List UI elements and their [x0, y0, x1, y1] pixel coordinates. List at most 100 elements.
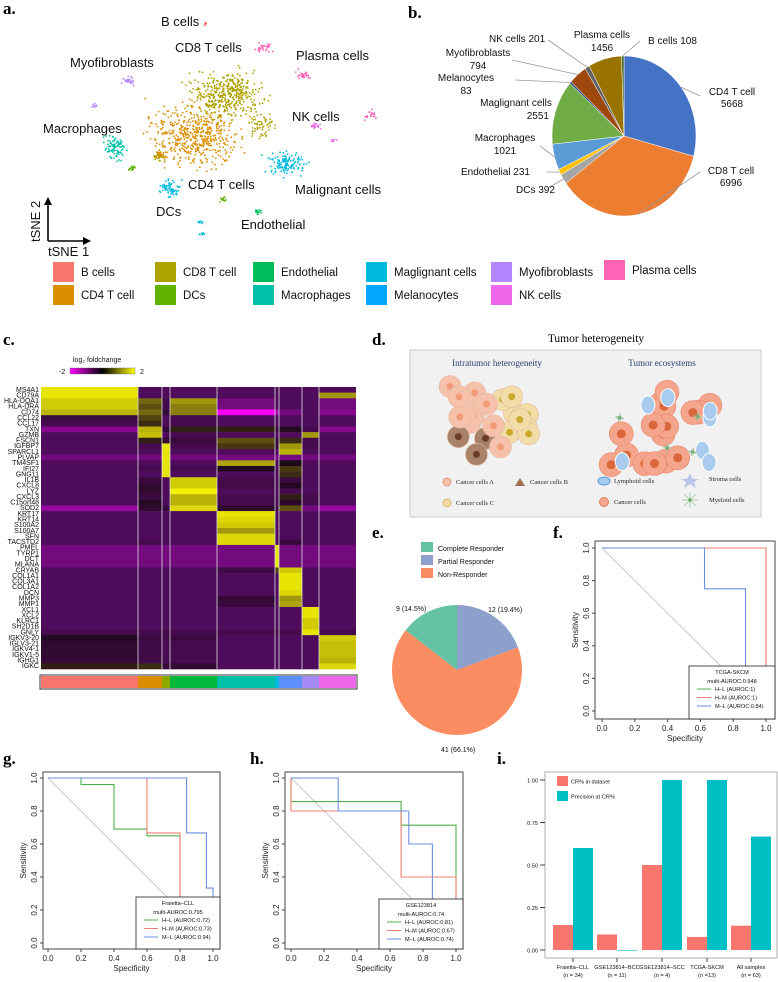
tsne-axes: tSNE 2 tSNE 1: [28, 197, 91, 259]
heatmap-cell: [319, 584, 356, 591]
tsne-point: [226, 159, 228, 162]
tsne-point: [238, 66, 241, 69]
gene-label: CXCL3: [16, 494, 39, 501]
legend-label: NK cells: [519, 290, 561, 302]
tsne-point: [220, 128, 223, 131]
tsne-point: [158, 149, 161, 152]
tsne-point: [198, 143, 201, 146]
roc-curve: [290, 778, 457, 943]
tsne-point: [223, 124, 225, 127]
tsne-point: [206, 148, 209, 151]
heatmap-cell: [302, 567, 319, 574]
tsne-point: [189, 90, 191, 93]
tsne-point: [222, 96, 224, 98]
tsne-point: [252, 91, 254, 93]
tsne-point: [206, 110, 208, 113]
tsne-point: [164, 146, 167, 149]
tsne-point: [154, 158, 157, 161]
tsne-point: [167, 190, 169, 192]
tsne-point: [214, 103, 217, 105]
tsne-point: [195, 149, 198, 152]
tsne-point: [230, 106, 233, 109]
heatmap-cell: [217, 657, 275, 664]
heatmap-cell: [302, 471, 319, 478]
heatmap-cell: [302, 646, 319, 653]
heatmap-cell: [41, 561, 138, 568]
heatmap-cell: [41, 398, 138, 405]
tsne-point: [153, 154, 156, 157]
tsne-point: [213, 85, 216, 88]
tsne-point: [112, 145, 115, 148]
heatmap-cell: [138, 606, 162, 613]
tsne-point: [163, 132, 166, 134]
myeloid-cell: [615, 413, 624, 422]
cancer-cell-a-nucleus: [471, 389, 479, 397]
tsne-point: [175, 123, 178, 126]
cluster-annotation: [275, 676, 279, 688]
tsne-point: [197, 119, 200, 122]
tsne-point: [211, 118, 214, 121]
heatmap-cell: [302, 528, 319, 534]
heatmap-cell: [275, 578, 279, 585]
tsne-point: [210, 122, 213, 124]
tsne-point: [240, 86, 243, 89]
gene-label: LYZ: [27, 488, 40, 495]
heatmap-cell: [162, 595, 170, 602]
tsne-point: [286, 153, 289, 156]
tsne-point: [164, 185, 167, 188]
tsne-point: [189, 162, 192, 165]
heatmap-cell: [319, 618, 356, 625]
tsne-point: [245, 90, 247, 93]
tsne-point: [242, 85, 245, 88]
heatmap-cell: [302, 606, 319, 613]
gene-label: S100A7: [14, 528, 39, 535]
heatmap-cell: [275, 629, 279, 636]
heatmap-cell: [41, 606, 138, 613]
heatmap-cell: [170, 477, 217, 484]
heatmap-cell: [302, 409, 319, 416]
tsne-point: [270, 169, 273, 172]
tsne-point: [167, 116, 170, 119]
y-tick-label: 0.50: [527, 864, 538, 870]
bar: [731, 925, 751, 950]
heatmap-cell: [138, 601, 162, 608]
tsne-point: [186, 121, 188, 124]
heatmap-cell: [217, 465, 275, 472]
tsne-point: [205, 103, 207, 106]
heatmap-cell: [170, 426, 217, 433]
heatmap-cell: [275, 567, 279, 574]
heatmap-cell: [319, 590, 356, 596]
tsne-point: [158, 143, 161, 146]
tsne-point: [179, 156, 182, 159]
heatmap-cell: [170, 657, 217, 664]
tsne-point: [375, 117, 377, 120]
tsne-point: [233, 133, 236, 136]
tsne-point: [245, 87, 247, 89]
tsne-point: [173, 112, 176, 114]
tsne-point: [214, 136, 217, 139]
heatmap-cell: [275, 646, 279, 653]
tsne-point: [209, 133, 211, 136]
heatmap-cell: [302, 432, 319, 439]
cancer-cell-c: [500, 385, 523, 408]
tsne-point: [202, 115, 205, 118]
x-tick-label: All samples: [737, 965, 766, 971]
tsne-point: [224, 94, 227, 97]
tsne-point: [157, 151, 160, 154]
tsne-point: [120, 146, 122, 149]
panel-label-d: d.: [372, 330, 386, 349]
tsne-point: [224, 97, 226, 100]
tsne-point: [180, 132, 183, 135]
tsne-point: [162, 185, 165, 187]
tsne-point: [154, 114, 157, 116]
legend-swatch: [421, 542, 433, 552]
tsne-point: [213, 106, 216, 109]
tsne-point: [219, 104, 222, 107]
heatmap-cell: [302, 663, 319, 670]
tsne-point: [168, 182, 171, 184]
heatmap-cell: [41, 426, 138, 433]
heatmap-cell: [170, 550, 217, 557]
heatmap-cell: [138, 398, 162, 405]
heatmap-cell: [319, 437, 356, 444]
tsne-point: [230, 102, 233, 105]
